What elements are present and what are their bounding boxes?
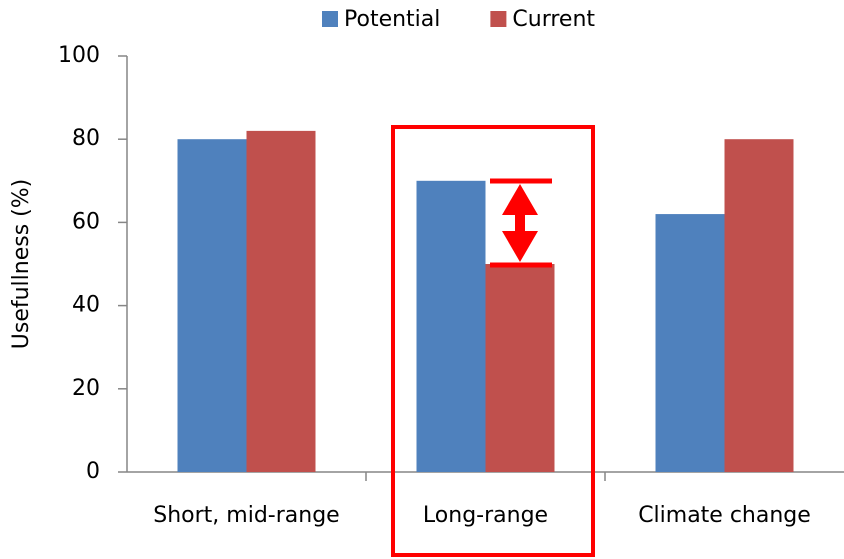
legend-swatch [490, 11, 507, 27]
y-tick-label: 20 [72, 376, 100, 401]
y-tick-label: 80 [72, 126, 100, 151]
x-tick-label: Short, mid-range [153, 503, 339, 528]
annotation [391, 125, 595, 557]
bar [416, 180, 486, 473]
y-tick-label: 60 [72, 209, 100, 234]
bar [246, 130, 316, 472]
legend-label: Potential [344, 7, 440, 32]
y-tick-label: 100 [58, 43, 100, 68]
x-tick-label: Climate change [638, 503, 811, 528]
annotation-arrowhead [502, 231, 538, 262]
bar [485, 264, 555, 472]
highlight-box [391, 125, 595, 557]
bar [177, 139, 247, 472]
bar [724, 139, 794, 472]
y-tick-label: 0 [86, 459, 100, 484]
annotation-arrowhead [502, 184, 538, 215]
y-tick-label: 40 [72, 293, 100, 318]
x-tick-label: Long-range [423, 503, 548, 528]
legend-swatch [322, 11, 338, 27]
legend-label: Current [512, 7, 595, 32]
y-axis-label: Usefullness (%) [9, 179, 34, 349]
bar [655, 214, 725, 472]
